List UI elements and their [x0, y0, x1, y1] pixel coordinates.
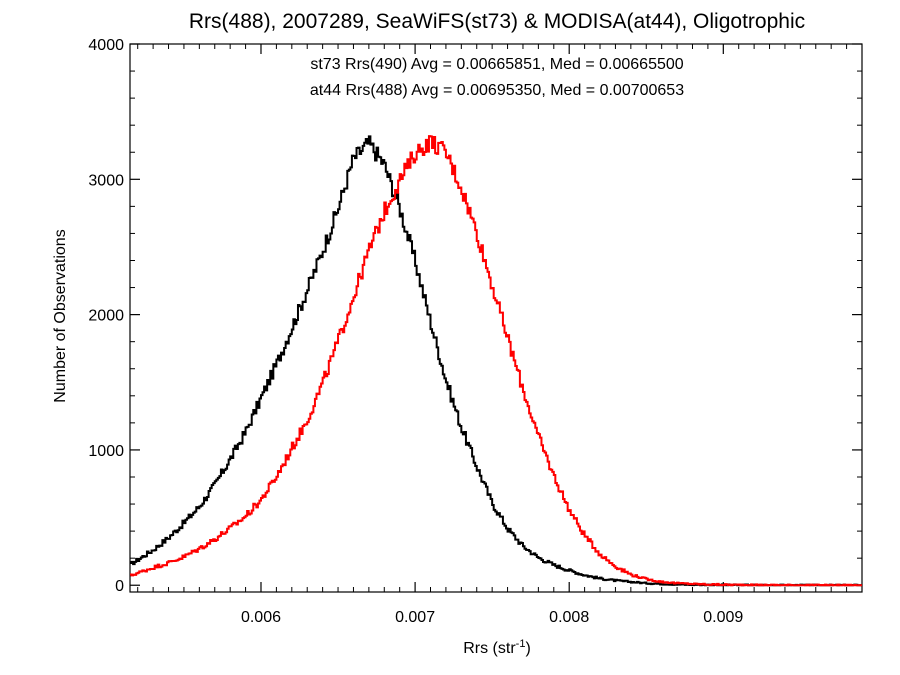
- x-axis-label-main: Rrs (str: [463, 640, 516, 657]
- x-tick-label: 0.007: [395, 609, 435, 626]
- x-tick-label: 0.009: [703, 609, 743, 626]
- y-tick-label: 4000: [88, 37, 124, 54]
- y-axis-label: Number of Observations: [52, 229, 69, 402]
- x-axis-label: Rrs (str-1): [463, 638, 531, 657]
- x-tick-label: 0.008: [549, 609, 589, 626]
- series-line-st73: [130, 135, 862, 587]
- legend-entry-st73: st73 Rrs(490) Avg = 0.00665851, Med = 0.…: [310, 56, 683, 73]
- y-axis: 0 1000 2000 3000 4000: [88, 37, 862, 595]
- series-layer: [130, 135, 862, 587]
- y-tick-label: 3000: [88, 172, 124, 189]
- y-tick-label: 2000: [88, 308, 124, 325]
- x-axis-label-superscript: -1: [516, 638, 526, 650]
- legend-entry-at44: at44 Rrs(488) Avg = 0.00695350, Med = 0.…: [310, 82, 684, 99]
- series-line-at44: [130, 135, 862, 587]
- chart-title: Rrs(488), 2007289, SeaWiFS(st73) & MODIS…: [189, 10, 805, 33]
- y-tick-label: 1000: [88, 443, 124, 460]
- x-axis-label-end: ): [525, 640, 530, 657]
- plot-border: [129, 43, 863, 593]
- plot-frame: [129, 43, 863, 593]
- y-tick-label: 0: [115, 578, 124, 595]
- x-axis: 0.006 0.007 0.008 0.009: [137, 44, 863, 626]
- x-tick-label: 0.006: [241, 609, 281, 626]
